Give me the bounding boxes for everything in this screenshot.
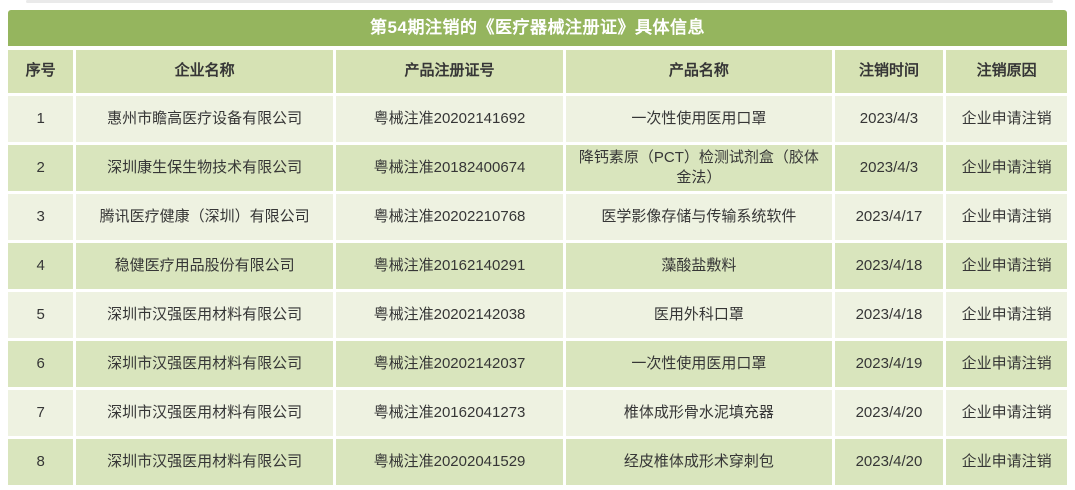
cell-registration-number: 粤械注准20202142037	[335, 341, 564, 387]
cell-product-name: 一次性使用医用口罩	[566, 341, 832, 387]
cell-no: 8	[8, 439, 74, 485]
table-row: 5 深圳市汉强医用材料有限公司 粤械注准20202142038 医用外科口罩 2023/…	[8, 292, 1067, 338]
column-header-company-name: 企业名称	[76, 50, 333, 93]
cell-no: 6	[8, 341, 74, 387]
cell-registration-number: 粤械注准20202041529	[335, 439, 564, 485]
cell-registration-number: 粤械注准20162140291	[335, 243, 564, 289]
column-header-cancellation-date: 注销时间	[834, 50, 944, 93]
cell-cancellation-reason: 企业申请注销	[946, 96, 1067, 142]
cell-no: 2	[8, 145, 74, 191]
cell-company-name: 深圳市汉强医用材料有限公司	[76, 439, 333, 485]
table-title: 第54期注销的《医疗器械注册证》具体信息	[8, 10, 1067, 46]
table-row: 6 深圳市汉强医用材料有限公司 粤械注准20202142037 一次性使用医用口罩 20…	[8, 341, 1067, 387]
cell-registration-number: 粤械注准20182400674	[335, 145, 564, 191]
cell-no: 4	[8, 243, 74, 289]
column-header-product-name: 产品名称	[566, 50, 832, 93]
cell-cancellation-reason: 企业申请注销	[946, 390, 1067, 436]
column-header-registration-number: 产品注册证号	[335, 50, 564, 93]
cell-registration-number: 粤械注准20202141692	[335, 96, 564, 142]
cell-cancellation-date: 2023/4/17	[834, 194, 944, 240]
column-header-cancellation-reason: 注销原因	[946, 50, 1067, 93]
cell-product-name: 一次性使用医用口罩	[566, 96, 832, 142]
header-row: 序号 企业名称 产品注册证号 产品名称 注销时间 注销原因	[8, 50, 1067, 93]
cell-cancellation-date: 2023/4/19	[834, 341, 944, 387]
cell-company-name: 深圳市汉强医用材料有限公司	[76, 292, 333, 338]
cell-cancellation-date: 2023/4/18	[834, 243, 944, 289]
cell-product-name: 藻酸盐敷料	[566, 243, 832, 289]
cell-company-name: 深圳康生保生物技术有限公司	[76, 145, 333, 191]
cell-product-name: 医学影像存储与传输系统软件	[566, 194, 832, 240]
cell-company-name: 腾讯医疗健康（深圳）有限公司	[76, 194, 333, 240]
column-header-no: 序号	[8, 50, 74, 93]
cell-company-name: 深圳市汉强医用材料有限公司	[76, 341, 333, 387]
cell-company-name: 稳健医疗用品股份有限公司	[76, 243, 333, 289]
cell-registration-number: 粤械注准20202142038	[335, 292, 564, 338]
cell-cancellation-date: 2023/4/18	[834, 292, 944, 338]
cell-cancellation-date: 2023/4/20	[834, 390, 944, 436]
cell-cancellation-reason: 企业申请注销	[946, 243, 1067, 289]
top-edge-shadow	[26, 0, 1053, 3]
cell-cancellation-reason: 企业申请注销	[946, 439, 1067, 485]
cell-cancellation-date: 2023/4/3	[834, 145, 944, 191]
table-row: 3 腾讯医疗健康（深圳）有限公司 粤械注准20202210768 医学影像存储与传输系…	[8, 194, 1067, 240]
cell-cancellation-reason: 企业申请注销	[946, 194, 1067, 240]
cell-product-name: 医用外科口罩	[566, 292, 832, 338]
cell-cancellation-date: 2023/4/3	[834, 96, 944, 142]
cell-company-name: 深圳市汉强医用材料有限公司	[76, 390, 333, 436]
cell-company-name: 惠州市瞻高医疗设备有限公司	[76, 96, 333, 142]
table-row: 8 深圳市汉强医用材料有限公司 粤械注准20202041529 经皮椎体成形术穿刺包 2…	[8, 439, 1067, 485]
cell-registration-number: 粤械注准20202210768	[335, 194, 564, 240]
cell-cancellation-date: 2023/4/20	[834, 439, 944, 485]
cell-no: 1	[8, 96, 74, 142]
table-row: 2 深圳康生保生物技术有限公司 粤械注准20182400674 降钙素原（PCT）检测…	[8, 145, 1067, 191]
table-row: 4 稳健医疗用品股份有限公司 粤械注准20162140291 藻酸盐敷料 2023/4/…	[8, 243, 1067, 289]
cell-no: 5	[8, 292, 74, 338]
table-body: 1 惠州市瞻高医疗设备有限公司 粤械注准20202141692 一次性使用医用口罩 20…	[8, 96, 1067, 485]
cell-no: 7	[8, 390, 74, 436]
cell-product-name: 降钙素原（PCT）检测试剂盒（胶体金法）	[566, 145, 832, 191]
cell-registration-number: 粤械注准20162041273	[335, 390, 564, 436]
cell-no: 3	[8, 194, 74, 240]
table-row: 7 深圳市汉强医用材料有限公司 粤械注准20162041273 椎体成形骨水泥填充器 2…	[8, 390, 1067, 436]
cell-cancellation-reason: 企业申请注销	[946, 145, 1067, 191]
cell-product-name: 经皮椎体成形术穿刺包	[566, 439, 832, 485]
cell-product-name: 椎体成形骨水泥填充器	[566, 390, 832, 436]
table-row: 1 惠州市瞻高医疗设备有限公司 粤械注准20202141692 一次性使用医用口罩 20…	[8, 96, 1067, 142]
cell-cancellation-reason: 企业申请注销	[946, 292, 1067, 338]
cell-cancellation-reason: 企业申请注销	[946, 341, 1067, 387]
cancellation-table: 序号 企业名称 产品注册证号 产品名称 注销时间 注销原因 1 惠州市瞻高医疗设备有限公司粤…	[5, 47, 1070, 488]
